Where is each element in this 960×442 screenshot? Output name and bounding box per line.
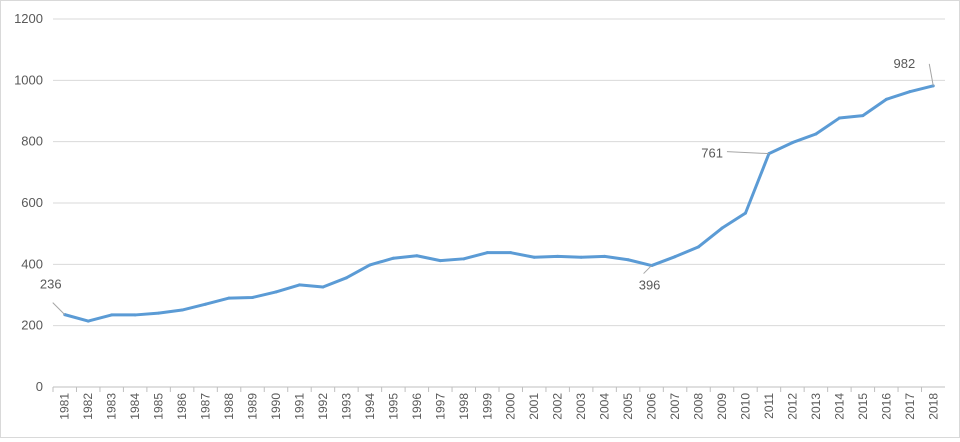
data-point: [344, 276, 348, 280]
x-tick-label: 1981: [58, 393, 72, 420]
data-point: [180, 308, 184, 312]
data-point: [86, 319, 90, 323]
data-point: [579, 255, 583, 259]
data-point: [110, 313, 114, 317]
x-tick-label: 1984: [128, 393, 142, 420]
data-point: [462, 257, 466, 261]
x-tick-label: 2001: [527, 393, 541, 420]
leader-line: [52, 302, 66, 315]
x-tick-label: 2009: [715, 393, 729, 420]
x-tick-label: 2005: [621, 393, 635, 420]
data-point: [861, 114, 865, 118]
x-tick-label: 2006: [645, 393, 659, 420]
x-tick-label: 1992: [316, 393, 330, 420]
x-tick-label: 1999: [480, 393, 494, 420]
x-tick-label: 1987: [199, 393, 213, 420]
data-point: [626, 258, 630, 262]
x-tick-label: 2012: [785, 393, 799, 420]
data-point: [251, 295, 255, 299]
x-tick-label: 1983: [105, 393, 119, 420]
data-point: [297, 283, 301, 287]
data-point: [884, 97, 888, 101]
data-point: [227, 296, 231, 300]
data-point: [368, 263, 372, 267]
data-label: 982: [894, 56, 916, 71]
data-point: [908, 90, 912, 94]
x-tick-label: 2003: [574, 393, 588, 420]
leader-line: [726, 151, 769, 155]
x-tick-label: 1994: [363, 393, 377, 420]
x-tick-label: 2017: [903, 393, 917, 420]
x-tick-label: 2016: [879, 393, 893, 420]
x-tick-label: 2010: [738, 393, 752, 420]
x-tick-label: 1996: [410, 393, 424, 420]
data-point: [603, 254, 607, 258]
x-tick-label: 1985: [152, 393, 166, 420]
data-label: 396: [639, 278, 661, 293]
data-point: [814, 132, 818, 136]
x-tick-label: 1991: [292, 393, 306, 420]
data-point: [837, 116, 841, 120]
x-tick-label: 1998: [457, 393, 471, 420]
y-tick-label: 800: [21, 134, 43, 149]
data-point: [157, 311, 161, 315]
x-tick-label: 1995: [386, 393, 400, 420]
y-tick-label: 200: [21, 318, 43, 333]
data-point: [133, 313, 137, 317]
x-tick-label: 1982: [81, 393, 95, 420]
data-point: [743, 211, 747, 215]
y-tick-label: 1200: [14, 11, 43, 26]
x-tick-label: 1993: [339, 393, 353, 420]
data-point: [556, 254, 560, 258]
y-tick-label: 1000: [14, 72, 43, 87]
x-tick-label: 2013: [809, 393, 823, 420]
y-tick-label: 400: [21, 256, 43, 271]
data-point: [204, 302, 208, 306]
x-tick-label: 2018: [926, 393, 940, 420]
leader-line: [643, 265, 652, 274]
x-tick-label: 2008: [692, 393, 706, 420]
x-tick-label: 2000: [504, 393, 518, 420]
series-line: [64, 84, 934, 323]
x-tick-label: 2002: [551, 393, 565, 420]
x-tick-label: 1988: [222, 393, 236, 420]
data-point: [720, 226, 724, 230]
x-tick-label: 1997: [433, 393, 447, 420]
data-point: [415, 254, 419, 258]
y-tick-label: 600: [21, 195, 43, 210]
x-tick-label: 1986: [175, 393, 189, 420]
data-point: [509, 251, 513, 255]
x-tick-label: 1989: [246, 393, 260, 420]
data-point: [321, 285, 325, 289]
data-point: [532, 255, 536, 259]
data-point: [438, 259, 442, 263]
x-tick-label: 2007: [668, 393, 682, 420]
data-point: [391, 256, 395, 260]
x-tick-label: 1990: [269, 393, 283, 420]
x-tick-label: 2014: [832, 393, 846, 420]
data-point: [485, 251, 489, 255]
data-point: [697, 245, 701, 249]
x-tick-label: 2011: [762, 393, 776, 419]
data-point: [673, 255, 677, 259]
data-point: [274, 290, 278, 294]
x-tick-label: 2004: [598, 393, 612, 420]
data-label: 236: [40, 277, 62, 292]
leader-line: [928, 63, 934, 86]
y-tick-label: 0: [36, 379, 43, 394]
x-tick-label: 2015: [856, 393, 870, 420]
data-label: 761: [701, 146, 723, 161]
data-point: [790, 141, 794, 145]
